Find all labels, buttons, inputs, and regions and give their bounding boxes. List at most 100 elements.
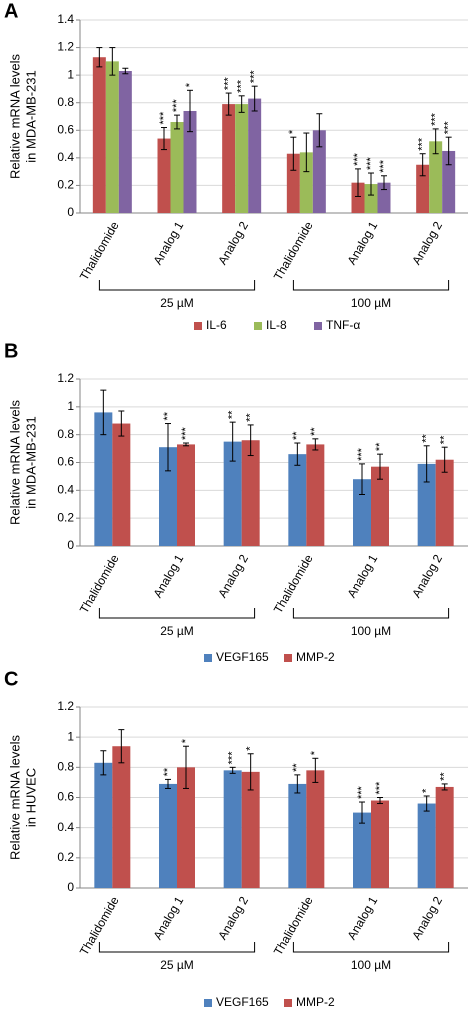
y-tick-label: 0 [67, 538, 74, 552]
significance: * [309, 750, 321, 755]
significance: *** [356, 785, 368, 799]
significance: *** [171, 99, 183, 113]
significance: *** [356, 447, 368, 461]
bar [235, 104, 249, 213]
y-axis-label: Relative mRNA levels [7, 735, 22, 860]
significance: *** [158, 111, 170, 125]
group-bracket [98, 942, 256, 953]
significance: ** [245, 413, 257, 422]
significance: *** [249, 70, 261, 84]
y-axis-label: in MDA-MB-231 [23, 70, 38, 162]
bar [183, 110, 197, 213]
panel-label: A [4, 0, 18, 22]
bar [118, 71, 132, 213]
significance: * [245, 746, 257, 751]
legend-label: MMP-2 [296, 650, 335, 664]
y-tick-label: 0.8 [57, 427, 74, 441]
legend-label: VEGF165 [216, 995, 269, 1009]
bar [177, 767, 195, 888]
y-tick-label: 0.8 [57, 760, 74, 774]
bar [299, 152, 313, 213]
legend-label: MMP-2 [296, 995, 335, 1009]
significance: *** [374, 781, 386, 795]
bar [288, 454, 307, 546]
bar [371, 800, 389, 888]
significance: ** [439, 772, 451, 781]
group-label: 100 µM [351, 624, 391, 638]
legend-label: IL-6 [206, 318, 227, 332]
y-tick-label: 0.2 [57, 850, 74, 864]
legend-swatch [204, 654, 212, 662]
bar [417, 803, 436, 888]
significance: *** [378, 159, 390, 173]
legend-swatch [194, 322, 202, 330]
x-tick-label: Analog 2 [215, 894, 251, 942]
bar [94, 762, 113, 888]
y-tick-label: 1.2 [57, 371, 74, 385]
significance: * [421, 788, 433, 793]
y-tick-label: 1.2 [57, 699, 74, 713]
x-tick-label: Analog 1 [345, 219, 381, 267]
significance: *** [236, 79, 248, 93]
significance: *** [443, 121, 455, 135]
x-tick-label: Analog 2 [409, 894, 445, 942]
x-tick-label: Analog 1 [151, 894, 187, 942]
bar [351, 182, 365, 213]
bar [377, 182, 391, 213]
legend-swatch [204, 999, 212, 1007]
bar [288, 783, 307, 888]
significance: *** [352, 152, 364, 166]
x-tick-label: Thalidomide [271, 552, 316, 616]
bar [435, 786, 454, 888]
significance: *** [180, 426, 192, 440]
y-axis-label: Relative mRNA levels [7, 54, 22, 179]
y-tick-label: 0 [67, 205, 74, 219]
y-tick-label: 0.4 [57, 483, 74, 497]
group-label: 25 µM [160, 624, 194, 638]
bar [159, 783, 177, 888]
group-label: 25 µM [160, 958, 194, 972]
significance: * [287, 129, 299, 134]
legend-swatch [284, 654, 292, 662]
bar [94, 412, 113, 546]
bar [177, 444, 195, 546]
bar [112, 746, 131, 888]
y-tick-label: 1 [67, 399, 74, 413]
significance: * [184, 82, 196, 87]
significance: *** [365, 156, 377, 170]
bar [92, 57, 106, 213]
y-tick-label: 1.4 [57, 12, 74, 26]
bar [241, 771, 260, 888]
bar [223, 441, 242, 546]
group-bracket [292, 942, 450, 953]
y-axis-label: in HUVEC [23, 768, 38, 827]
x-tick-label: Thalidomide [77, 552, 122, 616]
bar [105, 61, 119, 213]
x-tick-label: Thalidomide [271, 219, 316, 283]
y-tick-label: 0.4 [57, 150, 74, 164]
x-tick-label: Analog 1 [345, 894, 381, 942]
bar [371, 466, 389, 546]
bar [159, 447, 177, 546]
bar [112, 423, 131, 546]
x-tick-label: Analog 2 [409, 552, 445, 600]
y-axis-label: in MDA-MB-231 [23, 416, 38, 508]
y-tick-label: 1 [67, 67, 74, 81]
bar [157, 138, 171, 213]
bar [241, 440, 260, 546]
significance: ** [309, 427, 321, 436]
legend-swatch [314, 322, 322, 330]
legend-label: TNF-α [326, 318, 360, 332]
y-tick-label: 0.6 [57, 455, 74, 469]
significance: ** [162, 767, 174, 776]
group-label: 25 µM [160, 296, 194, 310]
significance: *** [430, 112, 442, 126]
significance: ** [162, 411, 174, 420]
bar [353, 812, 371, 888]
legend-swatch [284, 999, 292, 1007]
panel-label: C [4, 668, 18, 690]
bar [429, 141, 443, 213]
group-label: 100 µM [351, 296, 391, 310]
group-bracket [98, 608, 256, 619]
x-tick-label: Analog 2 [215, 219, 251, 267]
